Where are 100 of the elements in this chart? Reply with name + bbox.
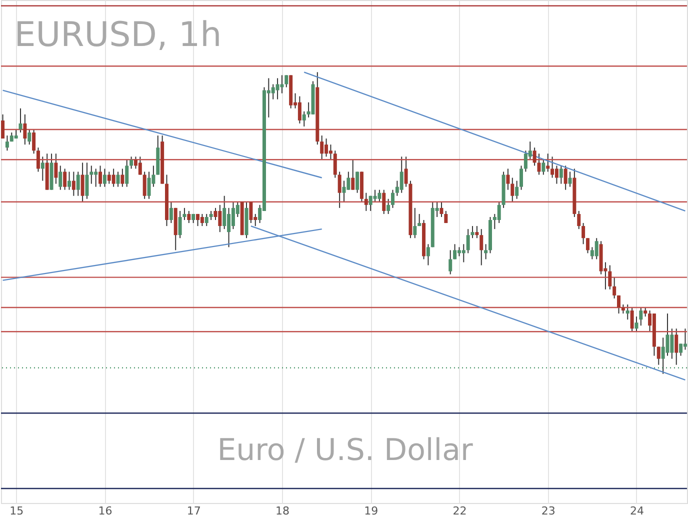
candlestick	[484, 244, 488, 260]
candlestick	[342, 180, 346, 202]
candlestick	[276, 78, 280, 100]
candlestick	[222, 195, 226, 230]
candlestick	[444, 210, 448, 224]
candlestick	[656, 346, 660, 366]
candlestick	[333, 150, 337, 178]
candlestick	[284, 74, 288, 88]
candlestick	[670, 328, 674, 360]
candlestick	[40, 156, 44, 182]
candlestick	[413, 207, 417, 239]
candlestick	[364, 192, 368, 212]
candlestick	[568, 171, 572, 188]
candlestick	[32, 128, 36, 154]
candlestick	[120, 168, 124, 188]
x-tick-label: 19	[364, 504, 378, 516]
candlestick	[426, 244, 430, 266]
candlestick	[532, 147, 536, 166]
candlestick	[142, 171, 146, 200]
text: EURUSD, 1h	[14, 14, 222, 55]
candlestick	[249, 201, 253, 224]
candlestick	[554, 165, 558, 184]
candlestick	[5, 135, 9, 152]
candlestick	[564, 165, 568, 190]
candlestick	[404, 156, 408, 188]
candlestick	[328, 144, 332, 160]
candlestick	[182, 207, 186, 220]
candlestick	[639, 306, 643, 326]
candlestick	[196, 213, 200, 227]
candlestick	[390, 189, 394, 208]
candlestick	[36, 147, 40, 172]
candlestick	[373, 189, 377, 202]
candlestick	[72, 171, 76, 196]
candlestick	[85, 162, 89, 200]
candlestick	[209, 210, 213, 220]
candlestick	[453, 244, 457, 260]
candlestick	[515, 180, 519, 200]
candlestick	[470, 226, 474, 239]
candlestick	[187, 210, 191, 224]
candlestick	[102, 168, 106, 188]
x-tick-label: 23	[541, 504, 556, 516]
text: Euro / U.S. Dollar	[217, 432, 474, 468]
candlestick	[58, 165, 62, 190]
candlestick	[28, 128, 32, 146]
candlestick	[537, 153, 541, 176]
candlestick	[386, 198, 390, 214]
candlestick	[475, 226, 479, 239]
candlestick	[112, 168, 116, 188]
candlestick	[356, 171, 360, 194]
candlestick	[204, 213, 208, 227]
candlestick	[200, 213, 204, 227]
candlestick	[178, 210, 182, 239]
candlestick	[506, 168, 510, 190]
candlestick	[351, 159, 355, 190]
candlestick	[577, 210, 581, 230]
candlestick	[666, 313, 670, 356]
candlestick	[338, 171, 342, 208]
candlestick	[98, 165, 102, 188]
candlestick	[147, 171, 151, 200]
candlestick	[480, 228, 484, 266]
candlestick	[626, 304, 630, 320]
candlestick	[138, 156, 142, 176]
candlestick	[510, 177, 514, 202]
candlestick	[559, 165, 563, 184]
candlestick	[679, 343, 683, 356]
candlestick	[683, 328, 687, 350]
candlestick	[169, 201, 173, 224]
candlestick	[298, 96, 302, 124]
x-tick-label: 17	[186, 504, 201, 516]
candlestick	[18, 108, 22, 134]
candlestick	[400, 156, 404, 194]
candlestick	[382, 189, 386, 214]
candlestick	[674, 328, 678, 366]
candlestick	[80, 162, 84, 202]
candlestick	[462, 244, 466, 263]
candlestick	[67, 171, 71, 190]
candlestick	[612, 276, 616, 299]
candlestick	[378, 189, 382, 202]
candlestick	[125, 159, 129, 188]
candlestick	[418, 213, 422, 227]
candlestick	[76, 171, 80, 196]
x-tick-label: 16	[98, 504, 112, 516]
candlestick	[280, 74, 284, 94]
candlestick	[90, 165, 94, 184]
candlestick	[550, 156, 554, 178]
candlestick	[546, 153, 550, 172]
candlestick	[1, 114, 5, 140]
candlestick	[23, 114, 27, 146]
candlestick	[346, 171, 350, 190]
x-tick-label: 24	[630, 504, 644, 516]
x-tick-label: 15	[10, 504, 24, 516]
x-tick-label: 22	[452, 504, 467, 516]
candlestick	[466, 228, 470, 254]
candlestick	[542, 159, 546, 176]
candlestick	[497, 201, 501, 224]
candlestick	[63, 168, 67, 190]
candlestick	[520, 165, 524, 190]
candlestick	[54, 153, 58, 184]
candlestick	[130, 156, 134, 170]
candlestick	[634, 316, 638, 332]
